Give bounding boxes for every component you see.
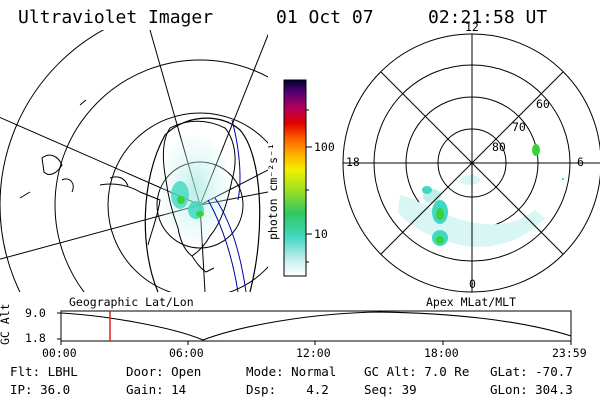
orbit-track	[207, 119, 247, 293]
mlat-label-70: 70	[512, 120, 526, 134]
marker-time-hidden: 02:21:58	[0, 0, 5, 1]
aurora-geographic	[160, 135, 230, 245]
info-ip: IP: 36.0	[10, 382, 71, 397]
timeline-right-title: Apex MLat/MLT	[426, 295, 517, 309]
colorbar-unit-label: photon cm⁻²s⁻¹	[266, 143, 280, 240]
mlt-line-diag	[380, 71, 564, 255]
earth-limb	[144, 117, 261, 293]
time-label: 02:21:58 UT	[428, 7, 548, 28]
altitude-timeline	[57, 310, 572, 345]
mlat-label-60: 60	[536, 97, 550, 111]
colorbar	[283, 79, 307, 277]
info-dsp: Dsp: 4.2	[246, 382, 329, 397]
instrument-title: Ultraviolet Imager	[18, 7, 214, 28]
date-label: 01 Oct 07	[276, 7, 374, 28]
aurora-polar	[398, 144, 564, 247]
mlt-label-6: 6	[577, 155, 584, 169]
ytick-1-8: 1.8	[25, 331, 46, 345]
mlt-label-18: 18	[346, 155, 360, 169]
mlat-label-80: 80	[492, 140, 506, 154]
info-mode: Mode: Normal	[246, 364, 337, 379]
mlt-label-0: 0	[469, 277, 476, 291]
timeline-left-title: Geographic Lat/Lon	[69, 295, 194, 309]
info-seq: Seq: 39	[364, 382, 417, 397]
info-glon: GLon: 304.3	[490, 382, 573, 397]
ytick-9: 9.0	[25, 306, 46, 320]
colorbar-tick-10: 10	[314, 227, 328, 241]
info-door: Door: Open	[126, 364, 202, 379]
altitude-curve	[60, 311, 572, 341]
lat-circle	[107, 112, 268, 292]
timeline-ylabel: GC Alt	[0, 303, 12, 345]
xtick-0600: 06:00	[169, 346, 204, 360]
colorbar-tick-100: 100	[314, 140, 335, 154]
coastlines	[19, 99, 236, 273]
xtick-1800: 18:00	[424, 346, 459, 360]
info-glat: GLat: -70.7	[490, 364, 573, 379]
info-gc-alt: GC Alt: 7.0 Re	[364, 364, 470, 379]
xtick-1200: 12:00	[296, 346, 331, 360]
mlt-label-12: 12	[465, 20, 479, 34]
info-gain: Gain: 14	[126, 382, 187, 397]
xtick-0000: 00:00	[42, 346, 77, 360]
info-flt: Flt: LBHL	[10, 364, 78, 379]
xtick-2359: 23:59	[552, 346, 587, 360]
lat-circle	[54, 59, 268, 292]
